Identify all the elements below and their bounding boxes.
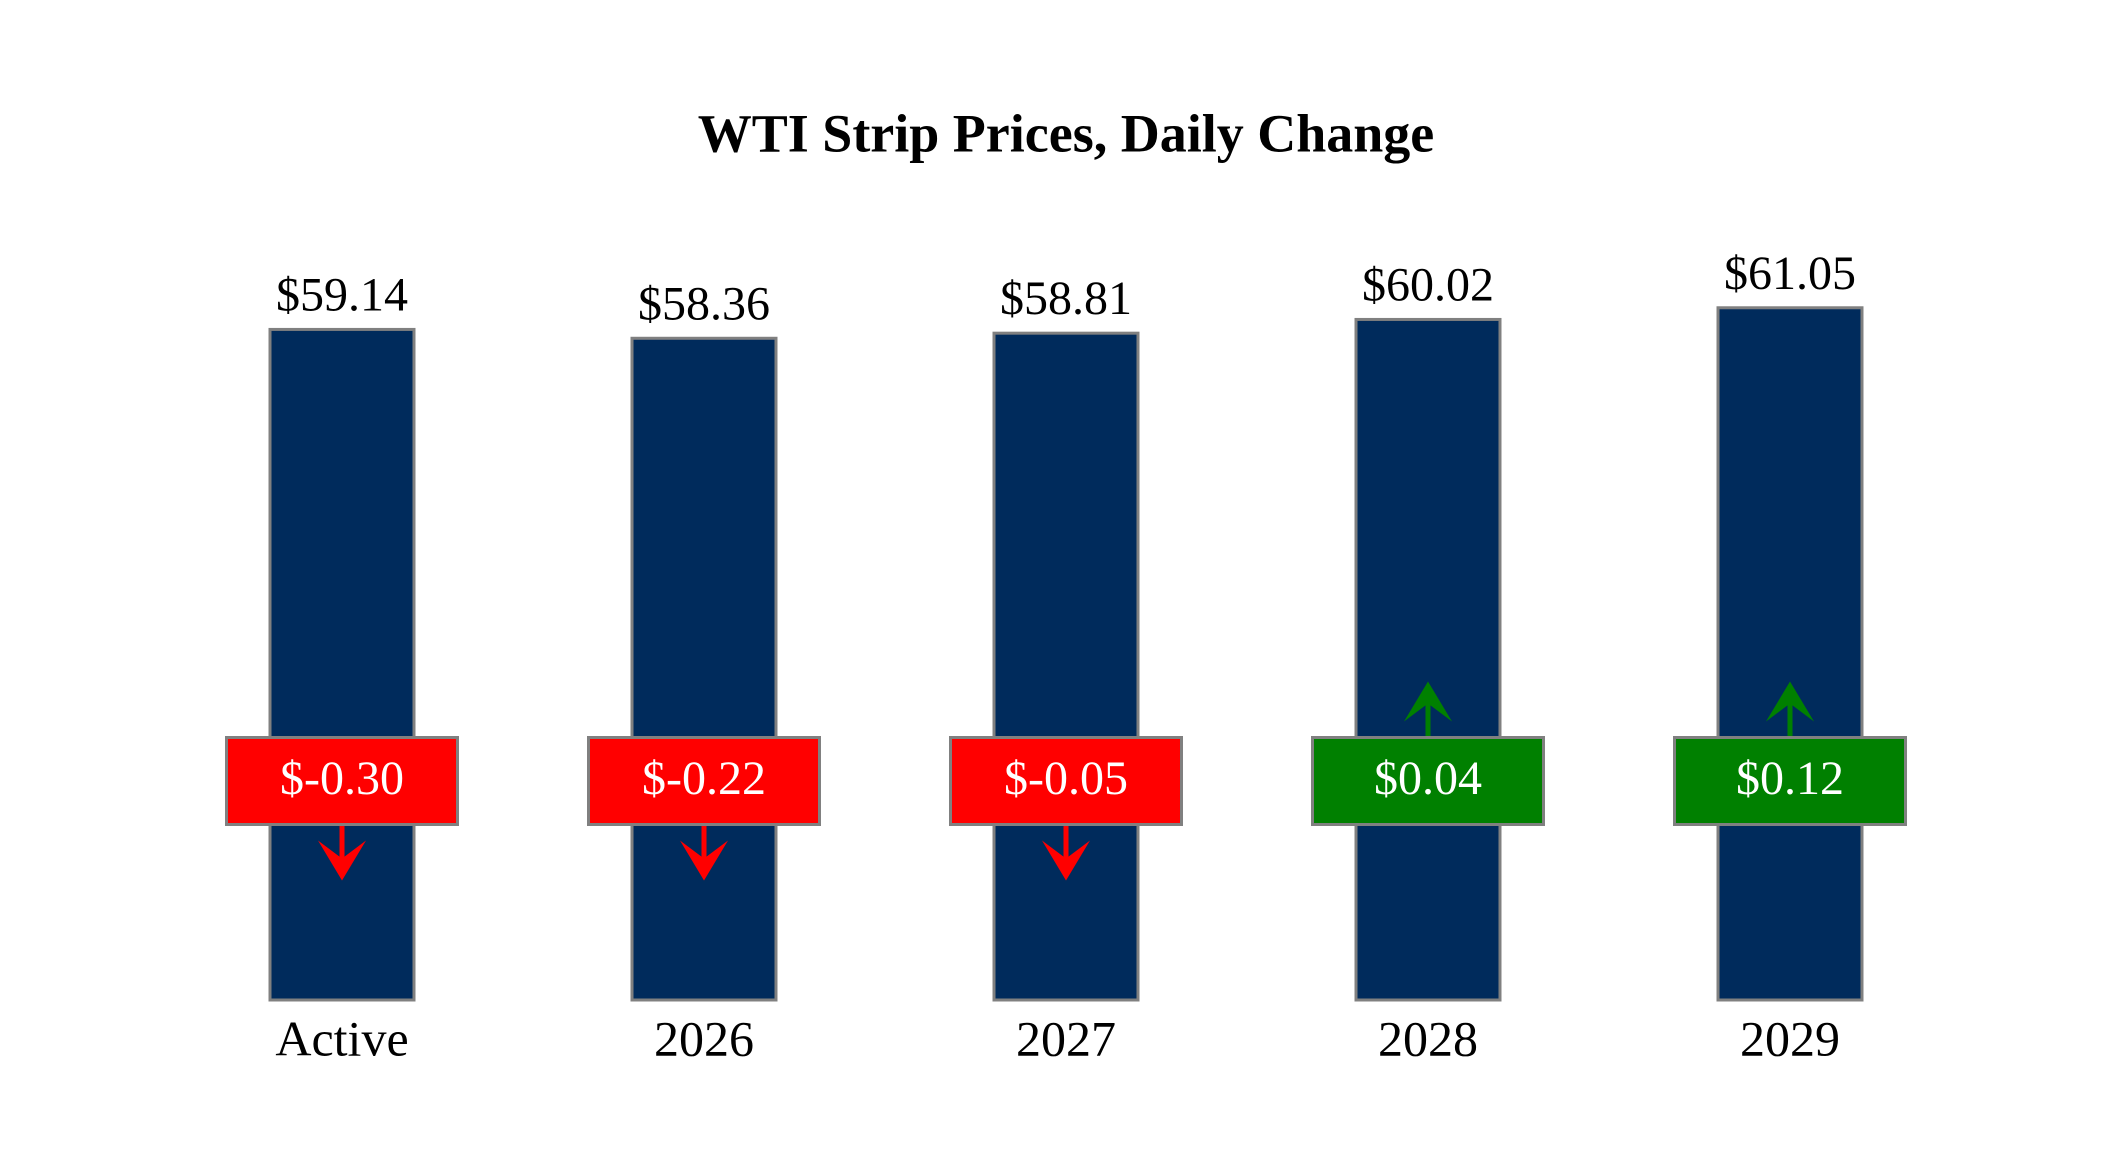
change-label: $-0.30: [280, 752, 404, 805]
chart-title: WTI Strip Prices, Daily Change: [698, 103, 1435, 163]
change-arrow-head: [1404, 681, 1452, 722]
x-tick-label: 2029: [1740, 1010, 1840, 1066]
change-arrow-head: [1766, 681, 1814, 722]
change-label: $0.12: [1736, 752, 1844, 805]
value-label: $60.02: [1362, 258, 1494, 311]
x-tick-label: 2027: [1016, 1010, 1116, 1066]
change-arrow-head: [1042, 840, 1090, 881]
x-tick-label: Active: [275, 1010, 408, 1066]
bar: [1354, 317, 1502, 1002]
value-label: $61.05: [1724, 247, 1856, 300]
change-box: [949, 736, 1183, 826]
value-label: $58.81: [1000, 272, 1132, 325]
change-arrow-head: [318, 840, 366, 881]
x-tick-label: 2026: [654, 1010, 754, 1066]
bar: [1716, 306, 1864, 1002]
bar: [992, 331, 1140, 1002]
change-box: [1673, 736, 1907, 826]
change-label: $-0.05: [1004, 752, 1128, 805]
change-box: [1311, 736, 1545, 826]
bar: [630, 336, 778, 1002]
value-label: $58.36: [638, 277, 770, 330]
change-label: $0.04: [1374, 752, 1482, 805]
x-tick-label: 2028: [1378, 1010, 1478, 1066]
change-label: $-0.22: [642, 752, 766, 805]
change-box: [225, 736, 459, 826]
change-arrow-head: [680, 840, 728, 881]
change-box: [587, 736, 821, 826]
bar: [268, 327, 416, 1002]
value-label: $59.14: [276, 268, 408, 321]
